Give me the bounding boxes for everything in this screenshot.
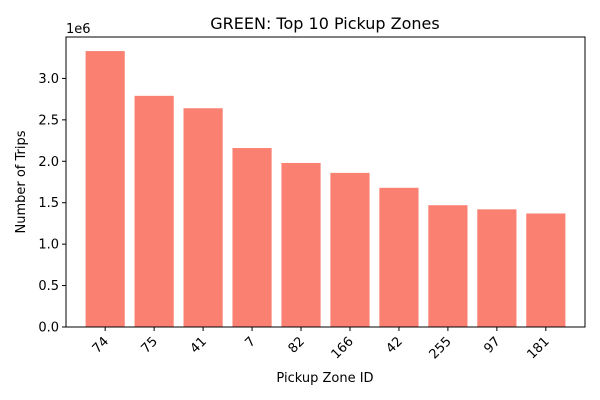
y-tick-label: 1.0 bbox=[38, 238, 59, 253]
bar-zone-255 bbox=[428, 205, 468, 327]
x-tick-label: 255 bbox=[427, 334, 455, 362]
x-tick-label: 75 bbox=[139, 334, 161, 356]
x-tick-label: 166 bbox=[329, 334, 357, 362]
y-tick-label: 2.0 bbox=[38, 155, 59, 170]
bar-zone-74 bbox=[85, 51, 125, 327]
bars-group bbox=[85, 51, 566, 327]
x-axis-label: Pickup Zone ID bbox=[276, 371, 373, 386]
bar-zone-82 bbox=[281, 162, 321, 327]
y-tick-label: 0.5 bbox=[38, 279, 59, 294]
y-tick-label: 1.5 bbox=[38, 196, 59, 211]
y-axis-multiplier: 1e6 bbox=[66, 22, 91, 37]
y-tick-label: 3.0 bbox=[38, 72, 59, 87]
bar-zone-97 bbox=[477, 209, 517, 327]
plot-area-frame bbox=[65, 36, 586, 328]
x-tick-label: 42 bbox=[383, 334, 405, 356]
x-tick-label: 74 bbox=[90, 334, 112, 356]
bar-zone-42 bbox=[379, 187, 419, 327]
bar-zone-181 bbox=[526, 213, 566, 327]
chart-title: GREEN: Top 10 Pickup Zones bbox=[210, 14, 439, 33]
x-tick-label: 7 bbox=[242, 334, 258, 350]
x-tick-label: 82 bbox=[286, 334, 308, 356]
x-tick-label: 97 bbox=[481, 334, 503, 356]
bar-zone-166 bbox=[330, 172, 370, 327]
bar-zone-41 bbox=[183, 108, 223, 327]
y-axis-label: Number of Trips bbox=[14, 130, 29, 233]
x-tick-label: 181 bbox=[524, 334, 552, 362]
bar-zone-7 bbox=[232, 148, 272, 327]
y-tick-label: 2.5 bbox=[38, 113, 59, 128]
y-tick-label: 0.0 bbox=[38, 321, 59, 336]
bar-zone-75 bbox=[134, 95, 174, 327]
x-tick-label: 41 bbox=[188, 334, 210, 356]
y-axis-ticks: 0.0 0.5 1.0 1.5 2.0 2.5 3.0 bbox=[38, 72, 66, 336]
x-axis-ticks: 74 75 41 7 82 166 42 255 97 181 bbox=[90, 327, 553, 362]
